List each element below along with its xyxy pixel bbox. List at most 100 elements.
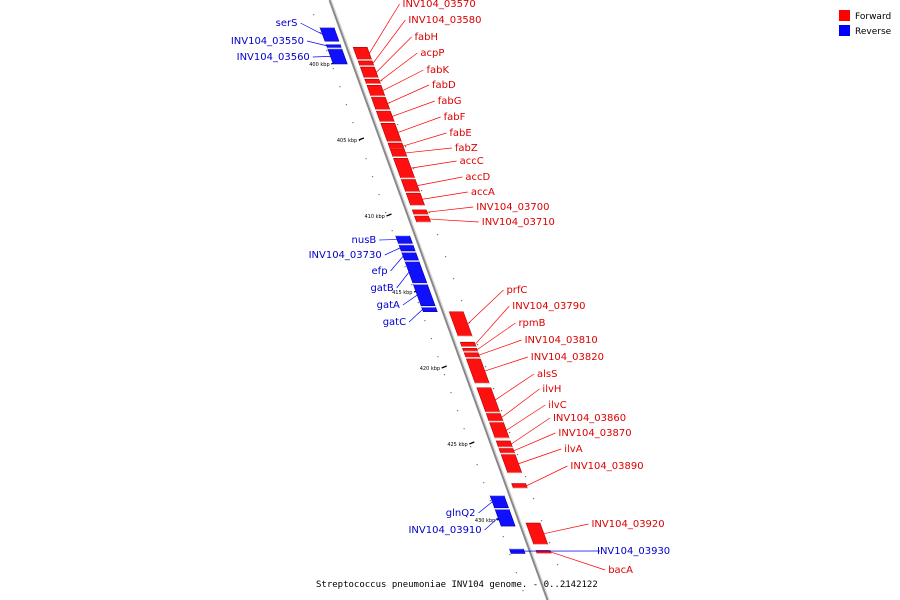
gene-label[interactable]: INV104_03810 bbox=[525, 335, 598, 346]
gene-label[interactable]: INV104_03920 bbox=[591, 519, 664, 530]
gene-acca[interactable] bbox=[405, 192, 426, 206]
gene-label[interactable]: accD bbox=[465, 172, 490, 183]
gene-nusb[interactable] bbox=[395, 235, 413, 244]
gene-leader-line bbox=[384, 247, 401, 256]
gene-label[interactable]: fabE bbox=[449, 128, 471, 139]
gene-label[interactable]: INV104_03570 bbox=[403, 0, 476, 10]
ruler-dot bbox=[430, 338, 433, 340]
ruler-dot bbox=[413, 168, 415, 170]
gene-fabd[interactable] bbox=[370, 97, 391, 110]
gene-efp[interactable] bbox=[401, 252, 419, 261]
genome-axis-highlight bbox=[330, 0, 550, 600]
gene-label[interactable]: ilvH bbox=[542, 384, 561, 395]
gene-label[interactable]: gatB bbox=[370, 283, 393, 294]
gene-label[interactable]: INV104_03700 bbox=[476, 202, 549, 213]
gene-fabg[interactable] bbox=[375, 110, 395, 123]
gene-label[interactable]: ilvC bbox=[548, 400, 566, 411]
gene-fabk[interactable] bbox=[366, 84, 386, 97]
gene-label[interactable]: accC bbox=[460, 156, 484, 167]
gene-label[interactable]: INV104_03580 bbox=[408, 15, 481, 26]
gene-gatc[interactable] bbox=[421, 306, 438, 313]
gene-label[interactable]: INV104_03790 bbox=[512, 301, 585, 312]
gene-label[interactable]: gatA bbox=[377, 300, 400, 311]
ruler-dot bbox=[404, 266, 406, 268]
ruler-dot bbox=[450, 392, 452, 394]
ruler-dot bbox=[445, 256, 447, 258]
gene-inv104-03890[interactable] bbox=[511, 483, 528, 489]
gene-label[interactable]: INV104_03550 bbox=[231, 36, 304, 47]
gene-label[interactable]: efp bbox=[372, 266, 388, 277]
ruler-dot bbox=[381, 80, 383, 82]
gene-accd[interactable] bbox=[400, 179, 421, 192]
gene-inv104-03860[interactable] bbox=[495, 440, 513, 448]
gene-sers[interactable] bbox=[319, 27, 340, 42]
gene-label[interactable]: fabZ bbox=[455, 143, 478, 154]
ruler-dot bbox=[339, 86, 341, 88]
gene-inv104-03570[interactable] bbox=[352, 46, 373, 60]
gene-label[interactable]: bacA bbox=[608, 565, 633, 576]
gene-rpmb[interactable] bbox=[462, 347, 479, 352]
gene-label[interactable]: fabK bbox=[427, 65, 450, 76]
ruler-dot bbox=[332, 68, 334, 70]
gene-leader-line bbox=[387, 84, 430, 104]
gene-label[interactable]: prfC bbox=[506, 285, 527, 296]
gene-inv104-03730[interactable] bbox=[398, 244, 416, 252]
gene-glnq2[interactable] bbox=[489, 495, 509, 509]
gene-fabe[interactable] bbox=[387, 142, 405, 150]
axis-tick-label: 430 kbp bbox=[475, 518, 495, 524]
axis-tick-label: 410 kbp bbox=[364, 214, 384, 220]
gene-inv104-03700[interactable] bbox=[411, 209, 429, 215]
gene-gatb[interactable] bbox=[404, 261, 428, 284]
gene-label[interactable]: fabH bbox=[415, 32, 439, 43]
ruler-dot bbox=[313, 14, 315, 16]
gene-label[interactable]: fabF bbox=[444, 112, 466, 123]
gene-label[interactable]: INV104_03870 bbox=[558, 428, 631, 439]
gene-label[interactable]: INV104_03820 bbox=[531, 352, 604, 363]
gene-inv104-03710[interactable] bbox=[414, 215, 432, 223]
gene-inv104-03790[interactable] bbox=[459, 341, 477, 348]
gene-inv104-03560[interactable] bbox=[327, 48, 348, 65]
gene-inv104-03550[interactable] bbox=[325, 43, 342, 48]
gene-alss[interactable] bbox=[476, 387, 501, 413]
gene-features bbox=[319, 27, 552, 554]
gene-acpp[interactable] bbox=[364, 78, 381, 85]
gene-label[interactable]: glnQ2 bbox=[446, 508, 476, 519]
gene-label[interactable]: INV104_03890 bbox=[570, 461, 643, 472]
gene-inv104-03870[interactable] bbox=[498, 448, 516, 454]
ruler-dot bbox=[516, 454, 519, 456]
gene-fabh[interactable] bbox=[359, 66, 379, 78]
gene-label[interactable]: accA bbox=[471, 187, 495, 198]
ruler-dot bbox=[484, 366, 487, 368]
gene-ilvc[interactable] bbox=[489, 422, 510, 439]
gene-fabz[interactable] bbox=[389, 148, 408, 158]
gene-leader-line bbox=[306, 40, 327, 47]
gene-label[interactable]: INV104_03560 bbox=[237, 52, 310, 63]
gene-label[interactable]: INV104_03910 bbox=[408, 525, 481, 536]
gene-label[interactable]: INV104_03730 bbox=[309, 250, 382, 261]
gene-label[interactable]: fabG bbox=[438, 96, 462, 107]
gene-leader-line bbox=[543, 523, 589, 535]
gene-label[interactable]: rpmB bbox=[518, 318, 545, 329]
gene-label[interactable]: fabD bbox=[432, 80, 456, 91]
gene-label[interactable]: serS bbox=[276, 18, 298, 29]
gene-prfc[interactable] bbox=[448, 311, 473, 337]
gene-label[interactable]: acpP bbox=[420, 48, 444, 59]
gene-label[interactable]: INV104_03930 bbox=[597, 546, 670, 557]
gene-labels: serS INV104_03550 INV104_03560 INV104_03570… bbox=[231, 0, 670, 576]
gene-label[interactable]: INV104_03860 bbox=[553, 413, 626, 424]
axis-tick-label: 405 kbp bbox=[337, 138, 357, 144]
gene-label[interactable]: nusB bbox=[352, 235, 377, 246]
gene-ilvh[interactable] bbox=[485, 413, 504, 422]
gene-label[interactable]: alsS bbox=[537, 369, 557, 380]
gene-label[interactable]: ilvA bbox=[564, 444, 582, 455]
gene-label[interactable]: INV104_03710 bbox=[482, 217, 555, 228]
gene-inv104-03580[interactable] bbox=[357, 60, 375, 66]
gene-label[interactable]: gatC bbox=[383, 317, 406, 328]
ruler-dots bbox=[313, 14, 567, 592]
ruler-dot bbox=[500, 410, 503, 412]
ruler-dot bbox=[461, 300, 463, 302]
gene-leader-line bbox=[429, 218, 479, 223]
gene-inv104-03810[interactable] bbox=[463, 352, 481, 358]
genome-title: Streptococcus pneumoniae INV104 genome. … bbox=[316, 580, 598, 590]
